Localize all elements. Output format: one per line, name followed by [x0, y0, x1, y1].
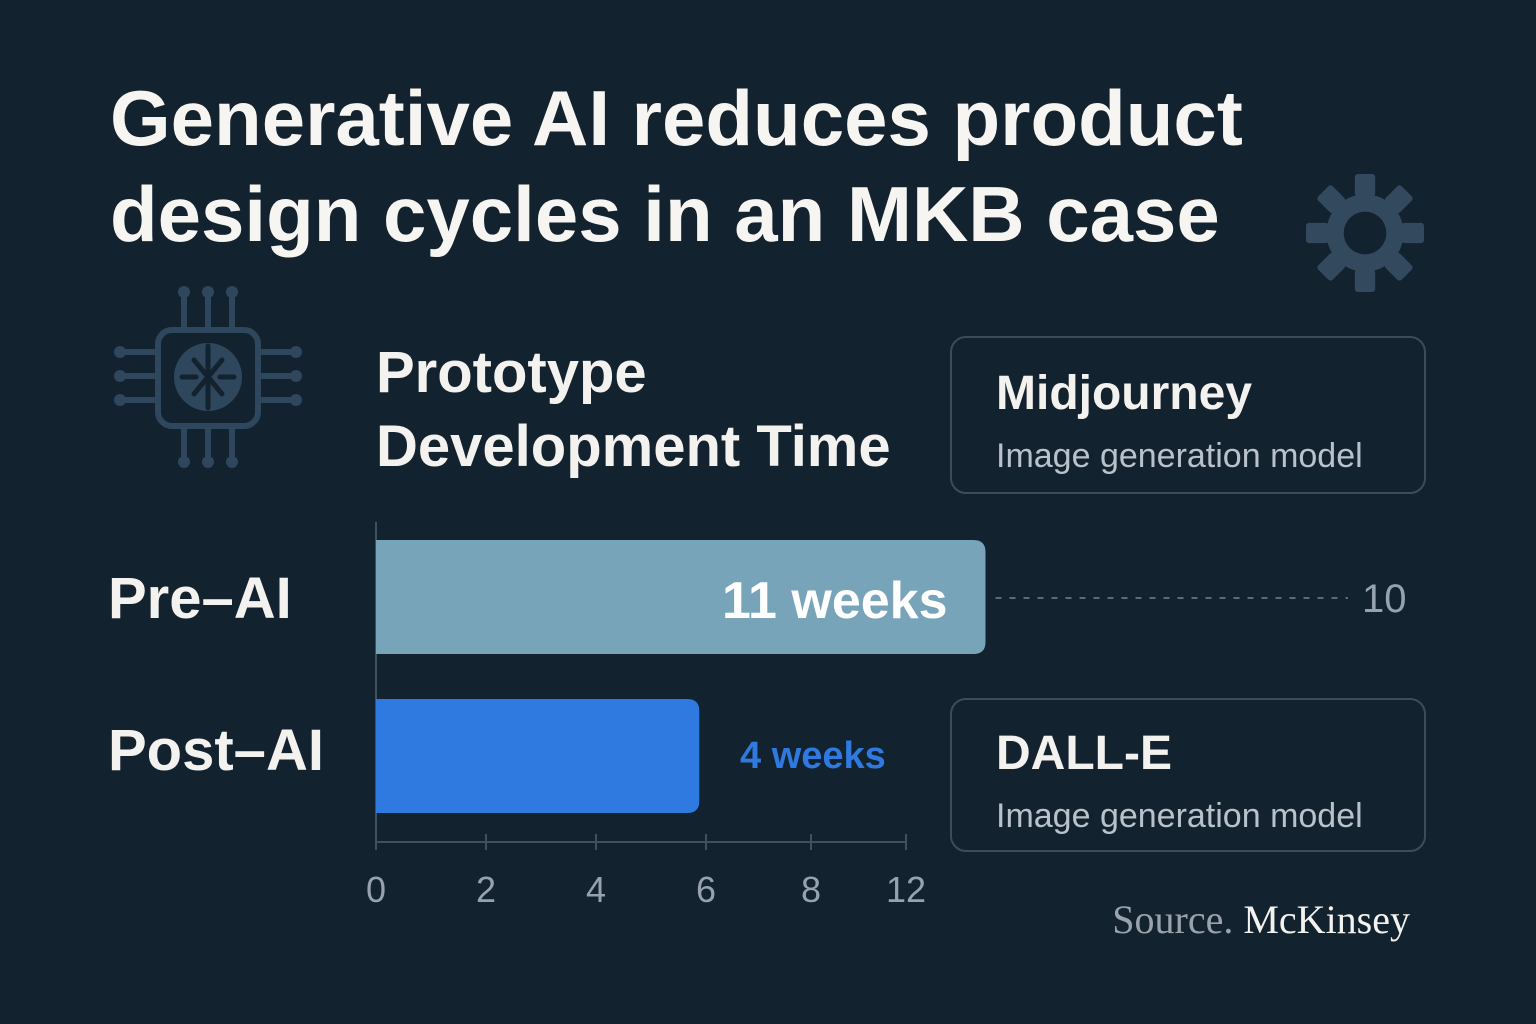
x-tick-label: 6 — [696, 869, 716, 910]
x-tick-label: 12 — [886, 869, 926, 910]
data-label: 11 weeks — [722, 572, 948, 630]
model-name: DALL-E — [996, 727, 1172, 780]
reference-label: 10 — [1362, 577, 1407, 621]
title-line-2: design cycles in an MKB case — [110, 170, 1220, 258]
bar — [376, 699, 700, 813]
data-label: 4 weeks — [740, 735, 886, 777]
ai-chip-icon — [114, 286, 302, 468]
bar — [376, 540, 986, 654]
gear-icon — [1306, 174, 1424, 292]
model-card-dalle: DALL-E Image generation model — [950, 698, 1426, 852]
x-tick-label: 8 — [801, 869, 821, 910]
chart-title: Prototype Development Time — [376, 336, 891, 484]
chart-title-line-1: Prototype — [376, 340, 647, 405]
source-name: McKinsey — [1243, 897, 1410, 942]
model-name: Midjourney — [996, 367, 1253, 420]
x-tick-label: 0 — [366, 869, 386, 910]
title-line-1: Generative AI reduces product — [110, 74, 1243, 162]
chart-title-line-2: Development Time — [376, 414, 891, 479]
source-label: Source. — [1112, 897, 1234, 942]
x-tick-label: 4 — [586, 869, 606, 910]
model-description: Image generation model — [996, 797, 1363, 835]
category-label: Post–AI — [108, 718, 324, 783]
category-label: Pre–AI — [108, 566, 292, 631]
page-title: Generative AI reduces product design cyc… — [110, 70, 1370, 262]
source-credit: Source. McKinsey — [1112, 896, 1410, 943]
model-description: Image generation model — [996, 437, 1363, 475]
model-card-midjourney: Midjourney Image generation model — [950, 336, 1426, 494]
x-tick-label: 2 — [476, 869, 496, 910]
